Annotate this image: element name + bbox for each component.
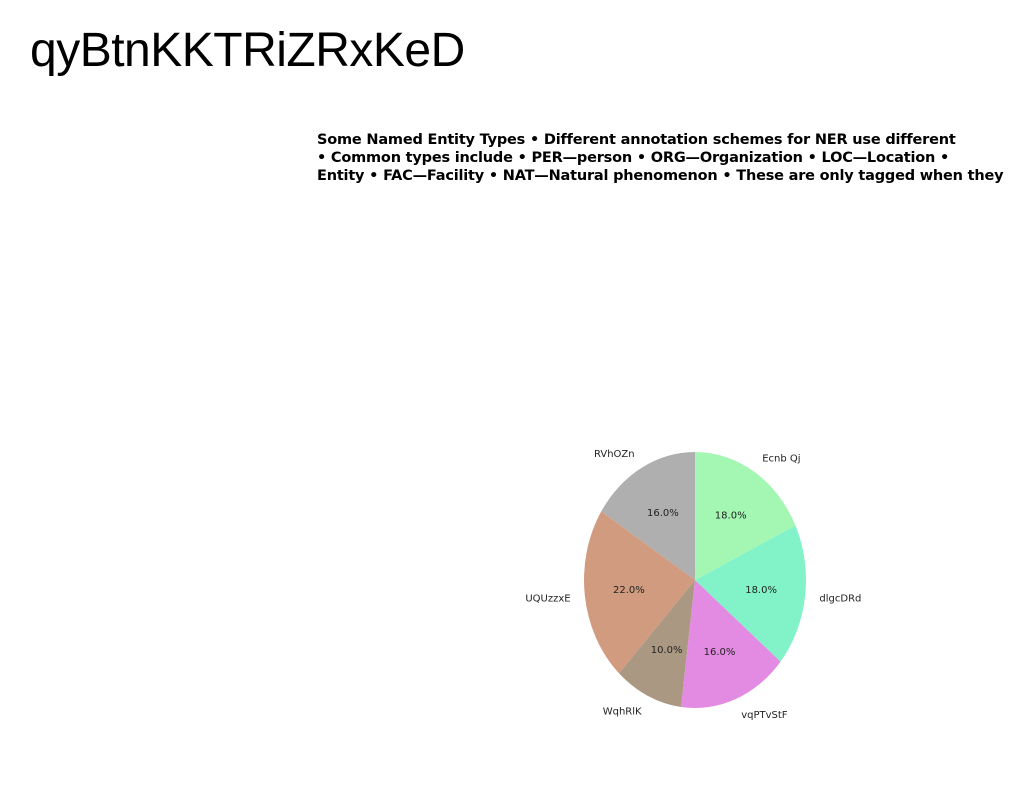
pie-slice-0 (601, 452, 695, 580)
pie-slice-label: UQUzzxE (525, 594, 570, 605)
page-title: qyBtnKKTRiZRxKeD (30, 24, 465, 77)
bullet-line: • Common types include • PER—person • OR… (317, 150, 950, 166)
pie-slice-label: Ecnb Qj (762, 453, 800, 464)
pie-slice-label: WqhRlK (603, 706, 642, 717)
pie-slice-3 (681, 580, 781, 708)
pie-slice-label: vqPTvStF (741, 710, 788, 721)
pie-pct-label: 18.0% (745, 585, 777, 596)
pie-slice-label: RVhOZn (594, 449, 635, 460)
bullet-line: Some Named Entity Types • Different anno… (317, 132, 956, 148)
pie-pct-label: 22.0% (613, 585, 645, 596)
pie-pct-label: 16.0% (704, 647, 736, 658)
pie-pct-label: 10.0% (651, 645, 683, 656)
pie-slice-4 (695, 525, 807, 662)
pie-pct-label: 16.0% (647, 508, 679, 519)
pie-slice-1 (583, 511, 695, 674)
pie-slice-label: dlgcDRd (819, 594, 861, 605)
bullet-line: Entity • FAC—Facility • NAT—Natural phen… (317, 168, 1004, 184)
pie-slice-5 (695, 452, 796, 580)
pie-pct-label: 18.0% (715, 511, 747, 522)
pie-slice-2 (619, 580, 695, 707)
slide-bullet-text: Some Named Entity Types • Different anno… (317, 131, 1017, 185)
